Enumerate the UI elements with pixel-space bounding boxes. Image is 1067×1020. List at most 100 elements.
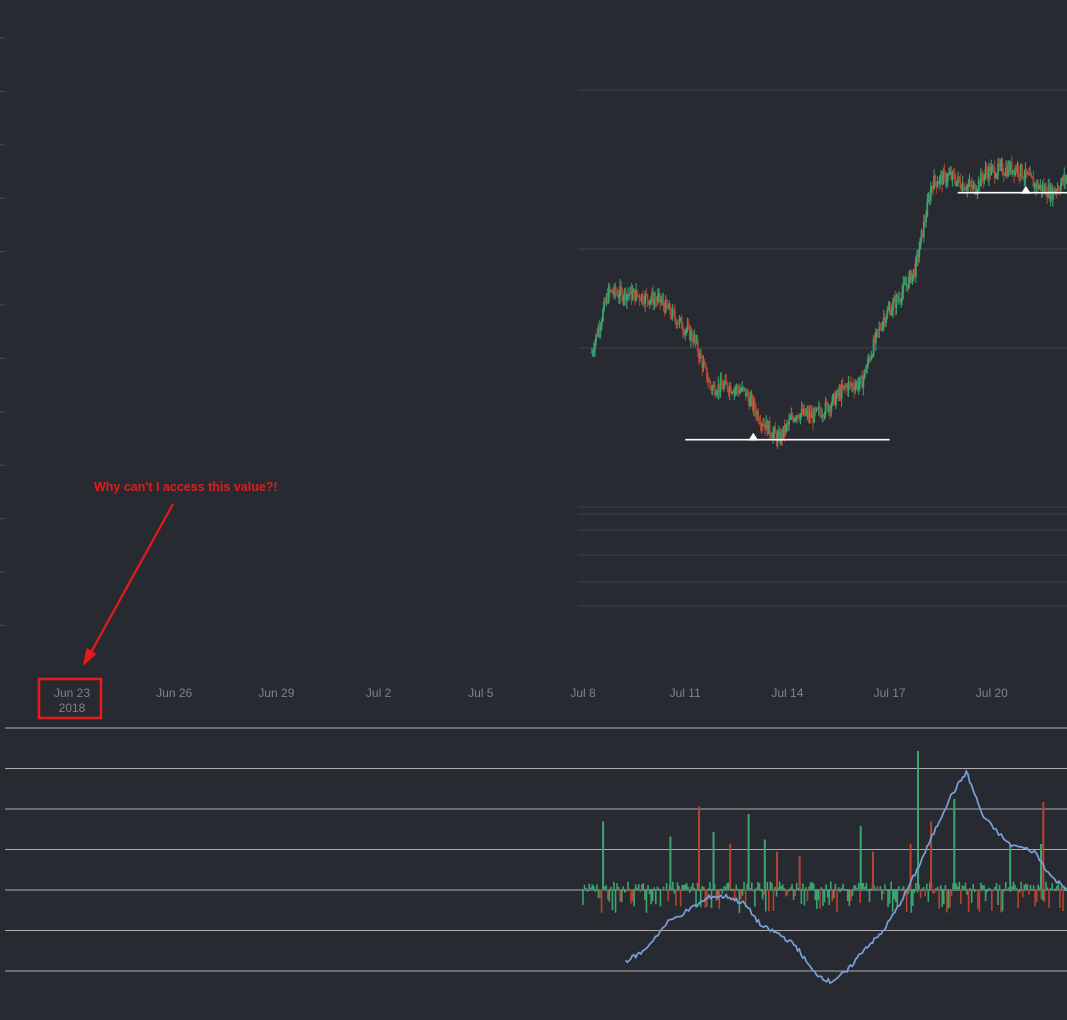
candle-body <box>927 198 930 202</box>
histogram-spike <box>909 844 912 889</box>
candle-body <box>980 173 982 187</box>
candle-body <box>984 168 987 175</box>
histogram-bar <box>757 881 759 889</box>
candle-body <box>691 331 693 340</box>
histogram-bar <box>1031 889 1033 890</box>
histogram-bar <box>987 887 990 889</box>
candle-body <box>772 432 774 438</box>
candle-body <box>812 413 814 423</box>
candle-body <box>790 415 793 419</box>
histogram-bar <box>696 882 699 889</box>
histogram-bar <box>927 889 930 902</box>
histogram-bar <box>1045 881 1047 889</box>
candle-body <box>966 185 969 190</box>
histogram-bar <box>936 886 939 889</box>
candle-body <box>687 325 690 327</box>
candle-body <box>977 180 980 191</box>
candle-body <box>655 300 658 302</box>
histogram-bar <box>746 883 748 889</box>
candle-body <box>1000 163 1003 165</box>
candle-body <box>1038 186 1041 190</box>
candle-body <box>737 389 740 394</box>
candle-body <box>1062 177 1065 183</box>
candle-body <box>1058 189 1061 191</box>
candle-body <box>667 305 669 310</box>
candle-body <box>845 385 848 387</box>
histogram-bar <box>1049 888 1052 890</box>
histogram-bar <box>687 886 690 889</box>
histogram-bar <box>978 889 981 912</box>
candle-body <box>961 183 964 191</box>
histogram-bar <box>755 887 758 889</box>
histogram-bar <box>754 889 756 907</box>
histogram-bar <box>960 889 962 904</box>
candle-body <box>603 301 605 310</box>
histogram-bar <box>716 889 719 900</box>
candle-body <box>897 298 900 300</box>
histogram-bar <box>989 888 992 890</box>
x-tick-label: Jul 8 <box>570 686 596 700</box>
histogram-bar <box>984 889 987 902</box>
histogram-bar <box>1034 889 1036 907</box>
histogram-bar <box>992 889 995 890</box>
histogram-bar <box>659 889 662 907</box>
candle-body <box>913 269 916 277</box>
histogram-bar <box>825 884 827 889</box>
candle-body <box>1045 186 1047 196</box>
histogram-bar <box>783 888 786 890</box>
histogram-bar <box>876 886 879 889</box>
histogram-bar <box>654 889 657 905</box>
candle-body <box>808 412 811 418</box>
histogram-bar <box>935 888 937 890</box>
candle-body <box>1030 173 1033 177</box>
candle-body <box>642 294 644 303</box>
histogram-bar <box>750 882 753 889</box>
candle-body <box>843 385 845 388</box>
histogram-bar <box>685 883 688 889</box>
histogram-bar <box>723 886 725 889</box>
candle-body <box>1039 184 1042 187</box>
candle-body <box>912 269 915 275</box>
histogram-bar <box>676 882 679 889</box>
histogram-bar <box>772 889 775 911</box>
candle-body <box>1059 183 1062 191</box>
candle-body <box>727 389 730 393</box>
candle-body <box>660 301 663 303</box>
candle-body <box>756 411 759 416</box>
candle-body <box>615 292 618 294</box>
histogram-bar <box>944 885 947 889</box>
candle-body <box>909 271 912 277</box>
candle-body <box>981 173 983 179</box>
histogram-bar <box>922 886 925 889</box>
candle-body <box>749 398 752 407</box>
candle-body <box>800 409 803 414</box>
histogram-spike <box>698 806 701 889</box>
histogram-bar <box>803 889 806 906</box>
histogram-bar <box>1062 889 1064 912</box>
candle-body <box>811 413 813 418</box>
histogram-bar <box>785 889 787 897</box>
candle-body <box>996 174 998 178</box>
histogram-bar <box>1023 884 1026 889</box>
candle-body <box>631 291 634 300</box>
histogram-bar <box>593 886 595 889</box>
candle-body <box>632 289 635 292</box>
candle-body <box>894 298 897 309</box>
histogram-bar <box>817 889 820 901</box>
histogram-bar <box>594 889 597 892</box>
histogram-bar <box>630 889 632 904</box>
candle-body <box>598 327 601 331</box>
candle-body <box>1001 163 1004 175</box>
histogram-bar <box>805 887 807 889</box>
candle-body <box>943 171 946 173</box>
candle-body <box>673 311 676 319</box>
candle-body <box>683 331 685 335</box>
candle-body <box>663 305 666 313</box>
annotation-arrow <box>83 503 174 666</box>
histogram-bar <box>713 884 716 889</box>
candle-body <box>1031 176 1034 179</box>
histogram-bar <box>764 889 767 912</box>
candle-body <box>636 290 639 296</box>
histogram-bar <box>1029 885 1032 889</box>
